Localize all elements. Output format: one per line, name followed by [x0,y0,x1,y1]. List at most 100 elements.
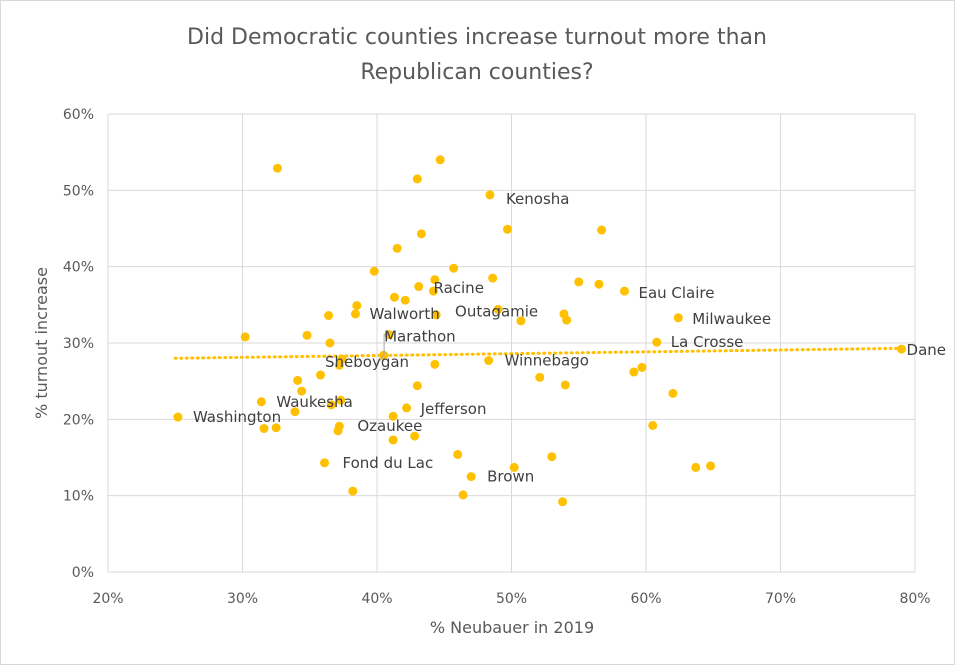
data-point [574,277,584,287]
data-point [458,490,468,500]
data-point [325,338,335,348]
data-point [428,286,438,296]
data-point [388,435,398,445]
point-label: Jefferson [420,400,487,418]
data-point [547,452,557,462]
point-label: Marathon [384,328,456,346]
x-tick-label: 60% [630,591,661,607]
x-tick-label: 40% [361,591,392,607]
data-point [259,423,269,433]
point-label: Walworth [369,305,439,323]
data-point [594,279,604,289]
point-label: La Crosse [671,333,744,351]
data-point [334,421,344,431]
point-label: Racine [433,279,483,297]
data-point [430,359,440,369]
point-label: Ozaukee [357,417,422,435]
data-point [416,229,426,239]
data-point [493,304,503,314]
data-point [173,412,183,422]
data-point [293,375,303,385]
y-tick-label: 60% [63,107,94,123]
data-point [392,243,402,253]
data-point [558,497,568,507]
data-point [516,316,526,326]
data-point [597,225,607,235]
x-tick-label: 50% [496,591,527,607]
x-tick-label: 30% [227,591,258,607]
data-point [619,286,629,296]
data-point [897,344,907,354]
data-point [271,423,281,433]
leader-line [379,334,390,361]
data-point [673,313,683,323]
data-points [173,155,907,507]
chart-title-line-2: Republican counties? [360,60,593,85]
data-point [402,403,412,413]
data-point [290,407,300,417]
data-point [431,310,441,320]
point-label: Winnebago [505,352,589,370]
data-point [668,388,678,398]
data-point [352,301,362,311]
data-point [302,330,312,340]
x-tick-label: 80% [899,591,930,607]
x-tick-label: 20% [92,591,123,607]
y-tick-label: 10% [63,489,94,505]
y-tick-label: 20% [63,412,94,428]
data-point [648,420,658,430]
data-point [629,367,639,377]
trendline [173,346,904,360]
point-label: Sheboygan [325,353,409,371]
data-point [466,472,476,482]
y-tick-label: 30% [63,336,94,352]
data-point [535,372,545,382]
point-label: Dane [907,341,946,359]
data-point [488,273,498,283]
data-point [348,486,358,496]
data-point [706,461,716,471]
data-point [485,190,495,200]
data-point [400,295,410,305]
data-point [652,337,662,347]
data-point [336,395,346,405]
point-label: Outagamie [455,302,538,320]
y-tick-label: 50% [63,183,94,199]
data-point [509,462,519,472]
point-label: Fond du Lac [343,454,434,472]
data-point [256,397,266,407]
data-point [320,458,330,468]
y-tick-label: 0% [72,565,94,581]
data-point [389,292,399,302]
data-point [350,309,360,319]
data-point [691,462,701,472]
data-point [484,356,494,366]
point-label: Washington [193,408,281,426]
point-label: Eau Claire [638,284,714,302]
gridlines [107,113,916,573]
point-label: Brown [487,468,534,486]
x-axis-label: % Neubauer in 2019 [430,618,594,637]
data-point [316,370,326,380]
point-label: Waukesha [276,393,352,411]
tick-labels: 0% 10% 20% 30% 40% 50% 60% 20% 30% 40% 50% 60% 70% 80… [63,107,931,607]
data-point [637,362,647,372]
data-point [449,263,459,273]
data-point [337,354,347,364]
data-point [297,386,307,396]
data-point [412,381,422,391]
data-point [453,449,463,459]
point-label: Milwaukee [692,310,771,328]
data-point [502,224,512,234]
data-point [410,431,420,441]
data-point [272,163,282,173]
data-point [369,266,379,276]
data-point [562,315,572,325]
data-point [560,380,570,390]
data-point [240,332,250,342]
y-tick-label: 40% [63,260,94,276]
